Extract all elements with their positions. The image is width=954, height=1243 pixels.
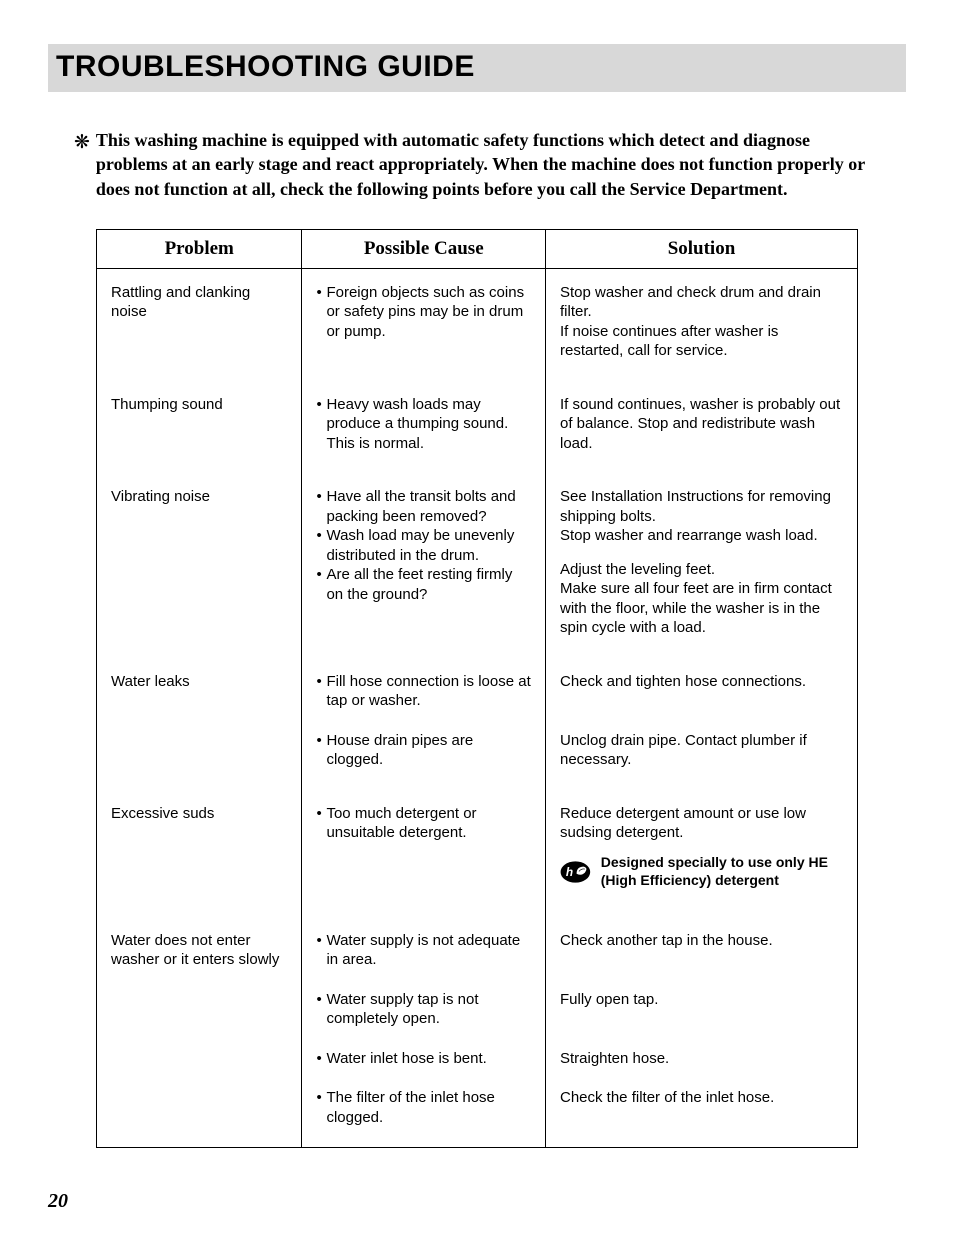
cell-problem: Excessive suds <box>97 770 302 897</box>
cause-item: Water supply is not adequate in area. <box>316 931 531 970</box>
asterisk-icon: ❋ <box>74 131 90 204</box>
cell-solution: See Installation Instructions for removi… <box>545 453 857 638</box>
solution-text: Reduce detergent amount or use low sudsi… <box>560 804 843 843</box>
cell-problem: Water leaks <box>97 638 302 711</box>
table-row: Water leaks Fill hose connection is loos… <box>97 638 858 711</box>
cause-item: Fill hose connection is loose at tap or … <box>316 672 531 711</box>
cell-solution: Reduce detergent amount or use low sudsi… <box>545 770 857 897</box>
table-row: Water inlet hose is bent. Straighten hos… <box>97 1029 858 1069</box>
solution-text: Stop washer and check drum and drain fil… <box>560 283 843 322</box>
cause-item: Foreign objects such as coins or safety … <box>316 283 531 342</box>
he-text: Designed specially to use only HE (High … <box>601 854 843 889</box>
he-logo-icon: h <box>560 853 591 891</box>
cause-list: Water inlet hose is bent. <box>316 1049 531 1069</box>
cell-cause: The filter of the inlet hose clogged. <box>302 1068 546 1148</box>
he-callout: h Designed specially to use only HE (Hig… <box>560 853 843 891</box>
table-row: Thumping sound Heavy wash loads may prod… <box>97 361 858 454</box>
solution-text: Stop washer and rearrange wash load. <box>560 526 843 546</box>
cell-solution: Check and tighten hose connections. <box>545 638 857 711</box>
cause-item: The filter of the inlet hose clogged. <box>316 1088 531 1127</box>
cause-item: Heavy wash loads may produce a thumping … <box>316 395 531 454</box>
cell-problem: Water does not enter washer or it enters… <box>97 897 302 970</box>
cell-solution: Stop washer and check drum and drain fil… <box>545 268 857 361</box>
cause-item: Water inlet hose is bent. <box>316 1049 531 1069</box>
table-row: Water does not enter washer or it enters… <box>97 897 858 970</box>
troubleshooting-table: Problem Possible Cause Solution Rattling… <box>96 229 858 1149</box>
page-number: 20 <box>48 1190 68 1213</box>
cell-cause: Fill hose connection is loose at tap or … <box>302 638 546 711</box>
cause-list: Too much detergent or unsuitable deterge… <box>316 804 531 843</box>
cell-cause: Water supply tap is not completely open. <box>302 970 546 1029</box>
cell-problem: Thumping sound <box>97 361 302 454</box>
cause-list: The filter of the inlet hose clogged. <box>316 1088 531 1127</box>
cell-solution: Fully open tap. <box>545 970 857 1029</box>
page: TROUBLESHOOTING GUIDE ❋ This washing mac… <box>0 0 954 1148</box>
table-row: Water supply tap is not completely open.… <box>97 970 858 1029</box>
cause-list: Foreign objects such as coins or safety … <box>316 283 531 342</box>
cause-item: Are all the feet resting firmly on the g… <box>316 565 531 604</box>
header-problem: Problem <box>97 229 302 268</box>
header-solution: Solution <box>545 229 857 268</box>
cause-list: Fill hose connection is loose at tap or … <box>316 672 531 711</box>
cause-item: House drain pipes are clogged. <box>316 731 531 770</box>
table-row: Rattling and clanking noise Foreign obje… <box>97 268 858 361</box>
cell-solution: If sound continues, washer is probably o… <box>545 361 857 454</box>
table-header-row: Problem Possible Cause Solution <box>97 229 858 268</box>
troubleshooting-table-wrap: Problem Possible Cause Solution Rattling… <box>96 229 858 1149</box>
cause-list: House drain pipes are clogged. <box>316 731 531 770</box>
cell-solution: Unclog drain pipe. Contact plumber if ne… <box>545 711 857 770</box>
cause-list: Heavy wash loads may produce a thumping … <box>316 395 531 454</box>
cell-cause: Too much detergent or unsuitable deterge… <box>302 770 546 897</box>
cell-cause: Have all the transit bolts and packing b… <box>302 453 546 638</box>
cause-list: Have all the transit bolts and packing b… <box>316 487 531 604</box>
solution-text: Adjust the leveling feet. <box>560 560 843 580</box>
cell-cause: Water supply is not adequate in area. <box>302 897 546 970</box>
cell-problem: Rattling and clanking noise <box>97 268 302 361</box>
cause-list: Water supply tap is not completely open. <box>316 990 531 1029</box>
solution-text: Make sure all four feet are in firm cont… <box>560 579 843 638</box>
table-row: Vibrating noise Have all the transit bol… <box>97 453 858 638</box>
cell-problem: Vibrating noise <box>97 453 302 638</box>
cell-cause: Water inlet hose is bent. <box>302 1029 546 1069</box>
header-cause: Possible Cause <box>302 229 546 268</box>
cell-solution: Check the filter of the inlet hose. <box>545 1068 857 1148</box>
intro-text: This washing machine is equipped with au… <box>96 128 880 201</box>
cause-list: Water supply is not adequate in area. <box>316 931 531 970</box>
title-bar: TROUBLESHOOTING GUIDE <box>48 44 906 92</box>
page-title: TROUBLESHOOTING GUIDE <box>56 50 898 84</box>
cause-item: Have all the transit bolts and packing b… <box>316 487 531 526</box>
solution-text: If noise continues after washer is resta… <box>560 322 843 361</box>
cell-solution: Check another tap in the house. <box>545 897 857 970</box>
cause-item: Water supply tap is not completely open. <box>316 990 531 1029</box>
cell-solution: Straighten hose. <box>545 1029 857 1069</box>
cell-cause: House drain pipes are clogged. <box>302 711 546 770</box>
cell-cause: Foreign objects such as coins or safety … <box>302 268 546 361</box>
cell-cause: Heavy wash loads may produce a thumping … <box>302 361 546 454</box>
solution-text: See Installation Instructions for removi… <box>560 487 843 526</box>
table-row: The filter of the inlet hose clogged. Ch… <box>97 1068 858 1148</box>
svg-text:h: h <box>566 865 573 879</box>
cause-item: Too much detergent or unsuitable deterge… <box>316 804 531 843</box>
intro-block: ❋ This washing machine is equipped with … <box>74 128 880 201</box>
cause-item: Wash load may be unevenly distributed in… <box>316 526 531 565</box>
table-row: House drain pipes are clogged. Unclog dr… <box>97 711 858 770</box>
table-row: Excessive suds Too much detergent or uns… <box>97 770 858 897</box>
